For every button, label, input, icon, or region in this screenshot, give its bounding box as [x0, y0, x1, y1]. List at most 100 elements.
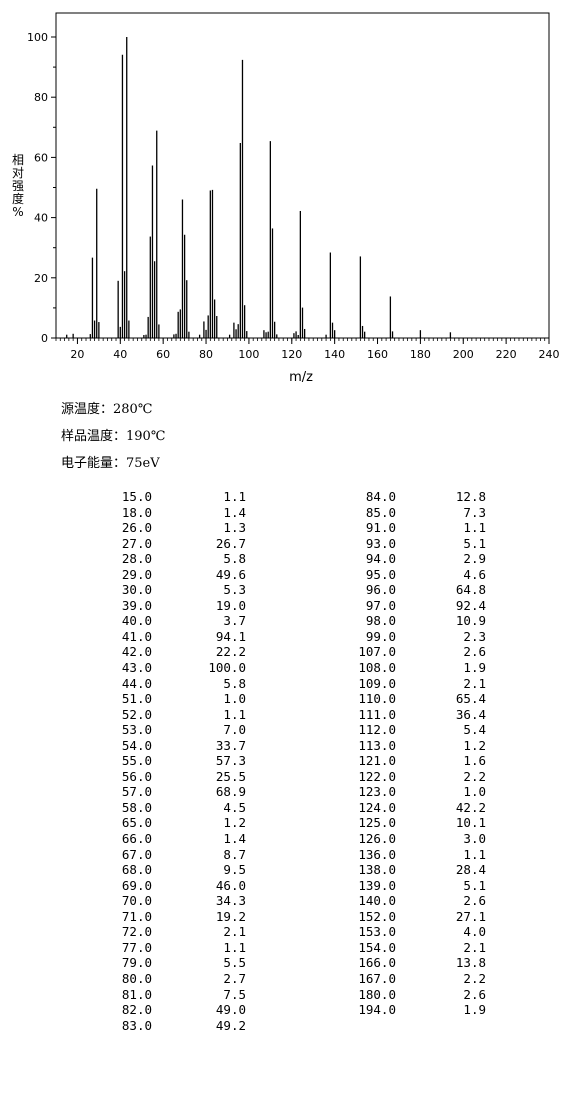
intensity-value: 2.2: [463, 768, 486, 784]
intensity-value: 2.9: [463, 551, 486, 567]
mz-value: 29.0: [121, 566, 152, 582]
intensity-value: 1.1: [223, 706, 246, 722]
peak-table-row: 194.0 1.9: [340, 1002, 486, 1018]
peak-table-row: 180.0 2.6: [340, 987, 486, 1003]
mz-value: 85.0: [365, 504, 396, 520]
y-tick-label: 80: [34, 91, 48, 104]
x-tick-label: 80: [199, 348, 213, 361]
peak-table-row: 139.0 5.1: [340, 878, 486, 894]
mz-value: 107.0: [358, 644, 396, 660]
peak-table-row: 71.0 19.2: [96, 909, 246, 925]
peak-table-row: 69.0 46.0: [96, 878, 246, 894]
y-tick-label: 100: [27, 31, 48, 44]
intensity-value: 4.6: [463, 566, 486, 582]
intensity-value: 26.7: [215, 535, 246, 551]
electron-energy: 电子能量：75eV: [61, 456, 160, 471]
mz-value: 26.0: [121, 520, 152, 536]
peak-table-row: 121.0 1.6: [340, 753, 486, 769]
mz-value: 110.0: [358, 691, 396, 707]
peak-table-row: 66.0 1.4: [96, 831, 246, 847]
peak-table-row: 28.0 5.8: [96, 551, 246, 567]
mz-value: 70.0: [121, 893, 152, 909]
peak-table-row: 29.0 49.6: [96, 567, 246, 583]
intensity-value: 1.4: [223, 831, 246, 847]
intensity-value: 2.6: [463, 644, 486, 660]
peak-table-row: 52.0 1.1: [96, 707, 246, 723]
mz-value: 51.0: [121, 691, 152, 707]
peak-table-row: 27.0 26.7: [96, 536, 246, 552]
intensity-value: 2.1: [463, 939, 486, 955]
intensity-value: 22.2: [215, 644, 246, 660]
mz-value: 41.0: [121, 628, 152, 644]
mz-value: 98.0: [365, 613, 396, 629]
intensity-value: 19.0: [215, 597, 246, 613]
peak-table-row: 70.0 34.3: [96, 893, 246, 909]
mz-value: 69.0: [121, 877, 152, 893]
intensity-value: 5.8: [223, 551, 246, 567]
mz-value: 77.0: [121, 939, 152, 955]
peak-table-row: 51.0 1.0: [96, 691, 246, 707]
mz-value: 84.0: [365, 489, 396, 504]
intensity-value: 1.4: [223, 504, 246, 520]
peak-table-row: 91.0 1.1: [340, 520, 486, 536]
peak-table-row: 85.0 7.3: [340, 505, 486, 521]
intensity-value: 42.2: [455, 799, 486, 815]
intensity-value: 12.8: [455, 489, 486, 504]
intensity-value: 2.6: [463, 986, 486, 1002]
mz-value: 166.0: [358, 955, 396, 971]
mz-value: 30.0: [121, 582, 152, 598]
peak-table-row: 30.0 5.3: [96, 582, 246, 598]
mz-value: 99.0: [365, 628, 396, 644]
mz-value: 136.0: [358, 846, 396, 862]
intensity-value: 7.0: [223, 722, 246, 738]
mz-value: 81.0: [121, 986, 152, 1002]
intensity-value: 7.3: [463, 504, 486, 520]
peak-table-row: 113.0 1.2: [340, 738, 486, 754]
y-tick-label: 40: [34, 212, 48, 225]
mz-value: 139.0: [358, 877, 396, 893]
intensity-value: 33.7: [215, 737, 246, 753]
peak-table-row: 108.0 1.9: [340, 660, 486, 676]
mz-value: 28.0: [121, 551, 152, 567]
intensity-value: 8.7: [223, 846, 246, 862]
intensity-value: 2.1: [463, 675, 486, 691]
intensity-value: 1.9: [463, 660, 486, 676]
x-tick-label: 40: [113, 348, 127, 361]
mz-value: 44.0: [121, 675, 152, 691]
peak-table-left: 15.0 1.1 18.0 1.4 26.0 1.3 27.0 26.7 28.0 5.8 29.0…: [96, 489, 246, 1033]
mz-value: 91.0: [365, 520, 396, 536]
mz-value: 66.0: [121, 831, 152, 847]
peak-table-row: 153.0 4.0: [340, 924, 486, 940]
mz-value: 97.0: [365, 597, 396, 613]
mz-value: 109.0: [358, 675, 396, 691]
intensity-value: 27.1: [455, 908, 486, 924]
peak-table-row: 82.0 49.0: [96, 1002, 246, 1018]
mz-value: 43.0: [121, 660, 152, 676]
spectrum-peaks: [66, 37, 452, 338]
peak-table-row: 26.0 1.3: [96, 520, 246, 536]
mz-value: 125.0: [358, 815, 396, 831]
intensity-value: 10.1: [455, 815, 486, 831]
x-axis-ticks: 20 40 60 80 100 120 140 160 180 200 220 240: [70, 338, 560, 361]
peak-table-row: 99.0 2.3: [340, 629, 486, 645]
intensity-value: 1.0: [223, 691, 246, 707]
mz-value: 111.0: [358, 706, 396, 722]
peak-table-row: 67.0 8.7: [96, 847, 246, 863]
y-label-char: 相: [12, 153, 24, 167]
mz-value: 122.0: [358, 768, 396, 784]
intensity-value: 1.6: [463, 753, 486, 769]
intensity-value: 100.0: [208, 660, 246, 676]
peak-table-row: 56.0 25.5: [96, 769, 246, 785]
mz-value: 58.0: [121, 799, 152, 815]
mz-value: 71.0: [121, 908, 152, 924]
intensity-value: 1.9: [463, 1002, 486, 1018]
mz-value: 72.0: [121, 924, 152, 940]
intensity-value: 4.0: [463, 924, 486, 940]
x-tick-label: 20: [70, 348, 84, 361]
peak-table-row: 138.0 28.4: [340, 862, 486, 878]
peak-table-row: 124.0 42.2: [340, 800, 486, 816]
intensity-value: 5.4: [463, 722, 486, 738]
mz-value: 140.0: [358, 893, 396, 909]
